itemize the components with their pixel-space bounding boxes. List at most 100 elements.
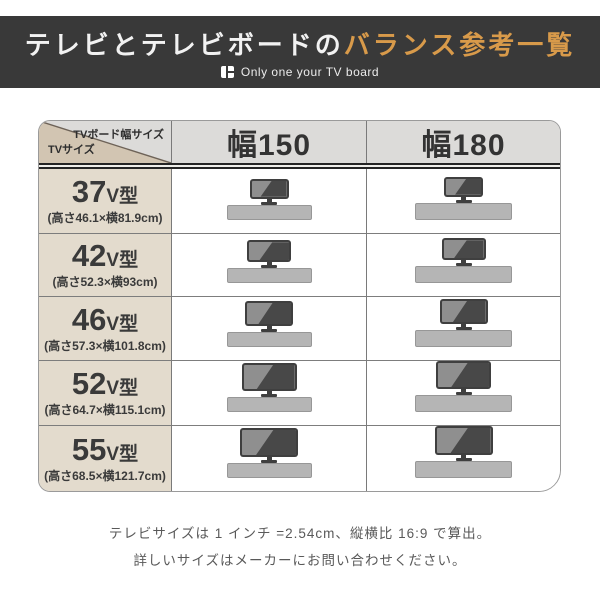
tv-stand-neck xyxy=(461,324,466,327)
tv-screen-glare xyxy=(451,363,489,387)
tv-icon xyxy=(241,363,297,391)
tv-stand-neck xyxy=(461,196,466,200)
table-corner-cell: TVボード幅サイズ TVサイズ xyxy=(39,121,172,163)
tv-illustration-cell xyxy=(367,360,560,425)
tv-screen-glare xyxy=(260,180,287,197)
tv-screen-glare xyxy=(453,240,484,259)
tv-illustration-cell xyxy=(367,232,560,297)
brand-tagline: Only one your TV board xyxy=(240,65,380,79)
tv-stand-base xyxy=(261,265,277,269)
tv-board-icon xyxy=(415,202,512,220)
tv-stand-neck xyxy=(266,457,272,460)
tv-icon xyxy=(249,178,289,199)
tv-size-value: 46V型 xyxy=(71,301,139,337)
title-main: テレビとテレビボードの xyxy=(24,31,344,61)
tv-screen xyxy=(251,180,287,197)
footnote-line-1: テレビサイズは 1 インチ =2.54cm、縦横比 16:9 で算出。 xyxy=(108,526,492,541)
footnote-line-2: 詳しいサイズはメーカーにお問い合わせください。 xyxy=(133,553,467,568)
tv-icon xyxy=(245,301,293,326)
tv-stand-neck xyxy=(266,326,272,329)
tv-stand-neck xyxy=(461,389,466,392)
tv-stand-base xyxy=(455,263,472,267)
tv-dimensions: (高さ57.3×横101.8cm) xyxy=(44,338,166,353)
tv-board-logo-icon xyxy=(220,66,234,78)
column-header-width-150: 幅150 xyxy=(172,121,367,163)
tv-icon xyxy=(441,238,486,261)
brand-row: Only one your TV board xyxy=(0,65,600,79)
tv-icon xyxy=(240,428,298,457)
title-banner: テレビとテレビボードのバランス参考一覧 Only one your TV boa… xyxy=(0,16,600,88)
tv-icon xyxy=(434,426,493,455)
tv-illustration-cell xyxy=(172,232,367,297)
tv-stand-neck xyxy=(266,198,272,202)
tv-stand-base xyxy=(455,392,472,395)
tv-illustration-cell xyxy=(172,360,367,425)
tv-size-label-cell: 42V型 (高さ52.3×横93cm) xyxy=(39,232,172,297)
tv-size-label-cell: 52V型 (高さ64.7×横115.1cm) xyxy=(39,360,172,425)
column-header-width-180: 幅180 xyxy=(367,121,560,163)
tv-screen xyxy=(443,240,484,259)
tv-icon xyxy=(439,299,488,324)
tv-size-unit: V型 xyxy=(106,378,139,399)
tv-stand-base xyxy=(261,329,277,332)
tv-size-value: 52V型 xyxy=(71,366,139,401)
tv-dimensions: (高さ68.5×横121.7cm) xyxy=(44,468,166,483)
tv-screen xyxy=(441,301,486,322)
tv-size-label-cell: 55V型 (高さ68.5×横121.7cm) xyxy=(39,425,172,491)
tv-board-icon xyxy=(226,463,312,478)
header-double-rule xyxy=(39,163,560,169)
tv-board-icon xyxy=(415,330,512,347)
tv-screen-glare xyxy=(259,242,289,261)
tv-stand-base xyxy=(455,199,472,203)
tv-stand-neck xyxy=(461,260,466,264)
tv-size-unit: V型 xyxy=(106,313,139,335)
tv-size-unit: V型 xyxy=(106,249,139,271)
footnote: テレビサイズは 1 インチ =2.54cm、縦横比 16:9 で算出。 詳しいサ… xyxy=(0,520,600,574)
tv-board-icon xyxy=(226,268,312,284)
tv-size-value: 42V型 xyxy=(71,237,139,273)
tv-stand-neck xyxy=(461,455,466,458)
diagonal-split xyxy=(39,121,171,163)
tv-screen-glare xyxy=(256,365,295,389)
tv-size-label-cell: 37V型 (高さ46.1×横81.9cm) xyxy=(39,169,172,233)
tv-screen xyxy=(249,242,289,261)
tv-board-icon xyxy=(226,397,312,412)
tv-size-value: 55V型 xyxy=(71,431,139,467)
title-accent: バランス参考一覧 xyxy=(343,31,576,61)
tv-dimensions: (高さ64.7×横115.1cm) xyxy=(44,403,166,417)
tv-icon xyxy=(444,176,483,197)
tv-illustration-cell xyxy=(367,425,560,491)
tv-screen-glare xyxy=(455,178,481,195)
tv-board-icon xyxy=(415,395,512,412)
tv-screen xyxy=(446,178,481,195)
tv-screen xyxy=(438,363,489,387)
tv-size-unit: V型 xyxy=(106,443,139,465)
tv-illustration-cell xyxy=(367,169,560,233)
size-reference-table: TVボード幅サイズ TVサイズ 幅150 幅180 37V型 (高さ46.1×横8… xyxy=(38,120,561,492)
corner-tv-size-label: TVサイズ xyxy=(48,144,95,156)
tv-screen-glare xyxy=(452,301,486,322)
tv-stand-base xyxy=(455,327,472,330)
tv-icon xyxy=(247,240,291,263)
tv-dimensions: (高さ52.3×横93cm) xyxy=(52,274,158,289)
tv-size-unit: V型 xyxy=(106,185,139,207)
tv-illustration-cell xyxy=(172,296,367,360)
tv-size-value: 37V型 xyxy=(71,173,139,209)
tv-screen-glare xyxy=(258,303,291,324)
tv-screen-glare xyxy=(256,430,296,455)
tv-stand-base xyxy=(261,394,277,397)
tv-screen xyxy=(247,303,291,324)
tv-icon xyxy=(436,361,491,389)
tv-screen xyxy=(436,428,491,453)
tv-stand-base xyxy=(455,458,472,461)
tv-dimensions: (高さ46.1×横81.9cm) xyxy=(47,210,163,225)
tv-illustration-cell xyxy=(172,169,367,233)
page-title: テレビとテレビボードのバランス参考一覧 xyxy=(0,16,600,62)
tv-stand-neck xyxy=(266,391,272,394)
tv-stand-neck xyxy=(266,262,272,266)
tv-board-icon xyxy=(415,461,512,478)
tv-board-icon xyxy=(226,332,312,347)
tv-screen xyxy=(242,430,296,455)
tv-stand-base xyxy=(261,460,277,463)
